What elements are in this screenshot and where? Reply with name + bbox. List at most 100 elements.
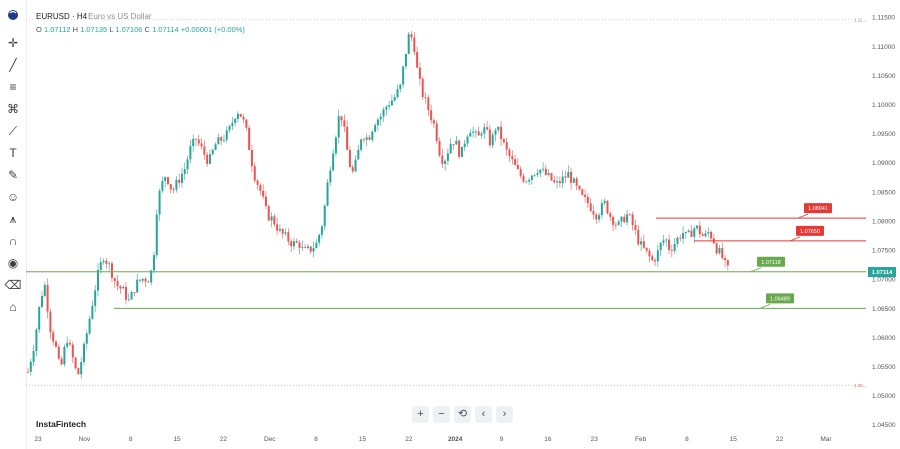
candle-body <box>511 156 514 160</box>
zoom-in-button[interactable]: + <box>412 406 429 423</box>
candle-body <box>704 233 707 237</box>
candle-body <box>477 131 480 136</box>
candle-body <box>178 179 181 183</box>
logo-icon <box>8 10 18 20</box>
reset-button[interactable]: ⟲ <box>454 406 471 423</box>
candle-body <box>598 215 601 220</box>
zoom-out-button[interactable]: − <box>433 406 450 423</box>
scroll-right-button[interactable]: › <box>496 406 513 423</box>
candle-body <box>264 196 267 207</box>
candle-body <box>228 126 231 131</box>
current-price-box <box>868 267 896 278</box>
x-tick-label: 8 <box>314 436 318 443</box>
candle-body <box>536 173 539 175</box>
header-symbol: EURUSD · H4 <box>36 12 88 21</box>
candle-body <box>197 139 200 144</box>
candle-body <box>295 241 298 243</box>
level-pointer <box>750 267 762 273</box>
candle-body <box>402 66 405 85</box>
candle-body <box>166 177 169 185</box>
candle-body <box>721 247 724 258</box>
candle-body <box>676 237 679 244</box>
candle-body <box>393 97 396 101</box>
pattern-icon[interactable]: ⟋ <box>8 124 18 138</box>
candle-body <box>351 167 354 172</box>
candle-body <box>231 122 234 127</box>
candle-body <box>124 286 127 300</box>
candle-body <box>332 153 335 171</box>
candle-body <box>74 357 77 369</box>
candle-body <box>558 181 561 184</box>
header-description: Euro vs US Dollar <box>88 12 152 21</box>
price-chart[interactable]: 1.04500 1.05000 1.05500 1.06000 1.06500 1.070… <box>26 0 900 449</box>
candle-body <box>371 131 374 140</box>
candle-body <box>136 279 139 293</box>
trash-icon[interactable]: ⌫ <box>4 278 22 292</box>
candle-body <box>315 242 318 249</box>
measure-icon[interactable]: ⩚ <box>9 212 17 226</box>
candle-body <box>483 127 486 134</box>
candle-body <box>519 168 522 176</box>
x-tick-label: Feb <box>635 436 647 443</box>
candle-body <box>141 278 144 281</box>
candle-body <box>110 263 113 279</box>
home-icon[interactable]: ⌂ <box>9 300 17 314</box>
candle-body <box>586 196 589 204</box>
trend-line-icon[interactable]: ╱ <box>9 58 17 72</box>
candle-body <box>306 246 309 248</box>
candle-body <box>525 181 528 183</box>
y-tick-label: 1.09500 <box>872 131 896 138</box>
brush-icon[interactable]: ✎ <box>7 168 19 182</box>
candle-body <box>217 137 220 145</box>
candle-body <box>91 305 94 319</box>
text-icon[interactable]: T <box>9 146 17 160</box>
emoji-icon[interactable]: ☺ <box>6 190 20 204</box>
x-tick-label: 23 <box>591 436 599 443</box>
candle-body <box>278 229 281 231</box>
candle-body <box>668 239 671 250</box>
candle-body <box>239 113 242 117</box>
candle-body <box>488 129 491 146</box>
candle-body <box>542 168 545 170</box>
candle-body <box>634 225 637 230</box>
candle-body <box>147 281 150 283</box>
candle-body <box>242 116 245 120</box>
candle-body <box>164 177 167 181</box>
candle-body <box>133 292 136 293</box>
candle-body <box>421 78 424 97</box>
level-pointer <box>789 236 801 242</box>
cursor-icon[interactable]: ✛ <box>7 36 19 50</box>
change-value: +0.00001 (+0.00%) <box>180 25 245 34</box>
eye-icon[interactable]: ◉ <box>7 256 19 270</box>
candle-body <box>99 262 102 270</box>
candle-body <box>379 116 382 120</box>
fib-icon[interactable]: ≡ <box>9 80 17 94</box>
candle-body <box>620 216 623 222</box>
scroll-left-button[interactable]: ‹ <box>475 406 492 423</box>
candle-body <box>54 341 57 347</box>
candle-body <box>679 237 682 239</box>
candle-body <box>497 126 500 131</box>
candle-body <box>220 137 223 141</box>
candle-body <box>581 189 584 195</box>
candle-body <box>710 231 713 239</box>
candle-body <box>301 247 304 248</box>
candle-body <box>357 149 360 160</box>
fork-icon[interactable]: ⌘ <box>7 102 19 116</box>
candle-body <box>441 155 444 164</box>
candle-body <box>284 232 287 234</box>
magnet-icon[interactable]: ∩ <box>8 234 18 248</box>
candle-body <box>290 241 293 247</box>
candle-body <box>85 333 88 344</box>
candle-body <box>68 342 71 345</box>
candle-body <box>192 138 195 147</box>
candle-body <box>637 229 640 245</box>
candle-body <box>354 159 357 172</box>
candle-body <box>418 67 421 79</box>
candle-body <box>222 139 225 141</box>
candle-body <box>444 160 447 164</box>
candle-body <box>82 343 85 363</box>
y-tick-label: 1.04500 <box>872 422 896 429</box>
candle-body <box>259 184 262 191</box>
candle-body <box>287 232 290 242</box>
